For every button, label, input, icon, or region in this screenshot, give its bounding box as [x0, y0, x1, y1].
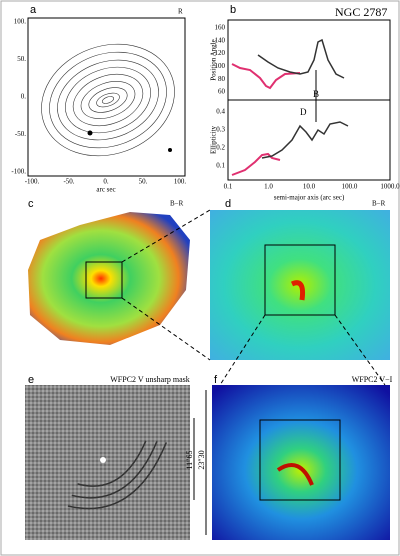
panel-c: c B−R — [28, 198, 190, 345]
y-tick-label: 0. — [21, 93, 27, 101]
y-tick-label: 80 — [218, 75, 226, 83]
y-tick-label: 0.1 — [216, 162, 225, 170]
y-tick-label: 160 — [215, 24, 226, 32]
color-map — [28, 212, 190, 345]
x-tick-label: 10.0 — [303, 183, 316, 191]
connectors — [121, 209, 386, 386]
x-tick-label: 100. — [174, 178, 187, 186]
panel-label: b — [230, 4, 236, 16]
x-tick-label: 100.0 — [342, 183, 358, 191]
corner-label: B−R — [170, 200, 184, 208]
pa-curve-red — [231, 63, 301, 90]
panel-label: f — [214, 374, 218, 386]
x-axis-label: arc sec — [96, 186, 115, 194]
y-label-top: Position Angle — [210, 39, 218, 80]
pa-curve-black — [257, 38, 345, 79]
panel-e: e WFPC2 V unsharp mask 11″65 23″30 — [25, 374, 207, 540]
nucleus — [100, 457, 106, 463]
y-tick-label: 120 — [215, 49, 226, 57]
panel-b: b NGC 2787 B D Position Angle Ellipticit… — [210, 4, 400, 202]
ell-curve-black — [261, 121, 349, 159]
panel-label: e — [28, 374, 34, 386]
y-tick-label: -100. — [11, 168, 26, 176]
x-tick-label: -100. — [25, 178, 40, 186]
x-tick-label: 0. — [103, 178, 109, 186]
axes-bottom — [227, 99, 391, 181]
panel-label: a — [30, 4, 37, 16]
y-tick-label: 50. — [17, 55, 26, 63]
x-tick-label: 50. — [139, 178, 148, 186]
dust-ring — [276, 463, 314, 486]
y-tick-label: 100. — [14, 18, 27, 26]
x-tick-label: 0.1 — [224, 183, 233, 191]
contours — [41, 43, 175, 157]
y-tick-label: 100 — [215, 62, 226, 70]
caption: WFPC2 V unsharp mask — [110, 375, 190, 384]
star — [168, 148, 172, 152]
y-tick-label: 140 — [215, 36, 226, 44]
panel-a: a R arc sec -100. -50. 0. 50. 100. 100. 50. 0. -… — [11, 4, 187, 194]
y-tick-label: -50. — [15, 130, 26, 138]
panel-label: d — [225, 198, 231, 210]
panel-f: f WFPC2 V−I — [212, 374, 393, 540]
dust-ring — [290, 280, 305, 301]
y-tick-label: 60 — [218, 88, 226, 96]
x-axis-label: semi-major axis (arc sec) — [274, 194, 345, 202]
scale-inner-label: 11″65 — [185, 450, 194, 469]
zoom-box — [264, 244, 336, 316]
panel-label: c — [28, 198, 34, 210]
zoom-box — [259, 419, 341, 501]
caption: WFPC2 V−I — [352, 375, 393, 384]
x-tick-label: -50. — [63, 178, 74, 186]
x-tick-label: 1000.0 — [380, 183, 400, 191]
marker-b: B — [313, 89, 319, 99]
x-tick-label: 1.0 — [264, 183, 273, 191]
y-label-bottom: Ellipticity — [210, 126, 218, 154]
star — [87, 130, 93, 136]
axes — [27, 17, 186, 177]
y-tick-label: 0.4 — [216, 108, 225, 116]
color-map — [212, 385, 390, 540]
y-tick-label: 0.3 — [216, 126, 225, 134]
image — [25, 385, 190, 540]
zoom-box — [85, 261, 123, 299]
axes-top — [227, 19, 391, 101]
corner-label: R — [178, 8, 183, 16]
marker-d: D — [300, 107, 307, 117]
scale-outer-label: 23″30 — [197, 450, 206, 469]
corner-label: B−R — [372, 200, 386, 208]
ell-curve-red — [231, 152, 281, 176]
panel-d: d B−R — [210, 198, 390, 360]
title: NGC 2787 — [335, 5, 387, 19]
y-tick-label: 0.2 — [216, 144, 225, 152]
arcs — [67, 440, 168, 510]
